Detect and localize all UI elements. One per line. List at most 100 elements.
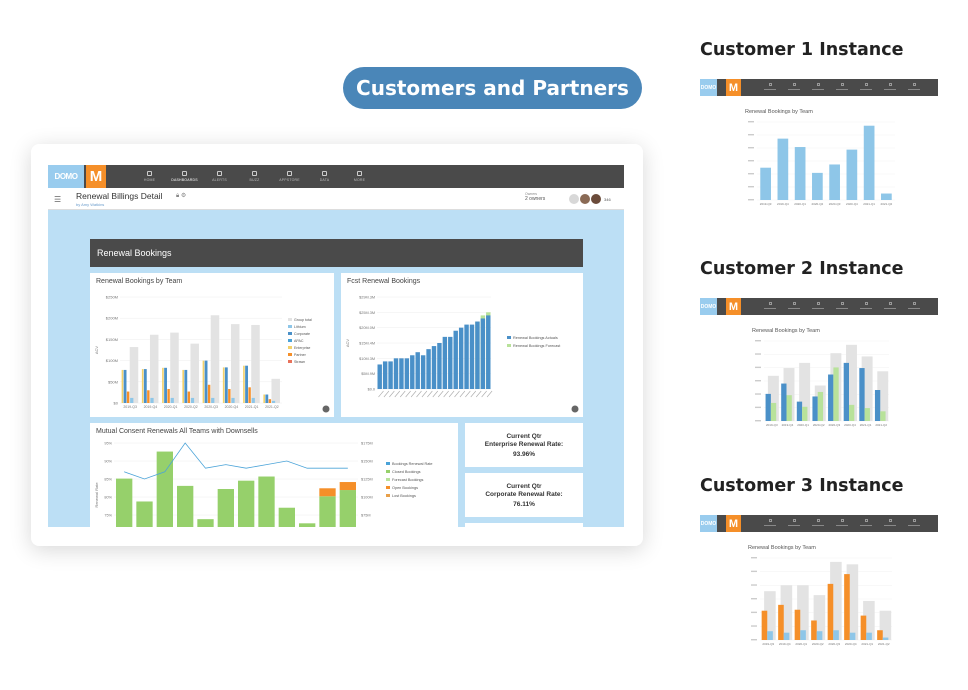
bar — [812, 396, 818, 421]
bar — [794, 147, 806, 200]
bar — [204, 360, 208, 403]
x-tick-label: 2020-Q4 — [846, 202, 858, 206]
x-tick-label: 2021-Q1 — [860, 423, 872, 427]
legend-label: Lost Bookings — [392, 494, 416, 498]
buzz-icon — [252, 171, 257, 176]
nav-buzz[interactable]: BUZZ — [237, 165, 272, 188]
bar — [786, 395, 792, 421]
m-logo[interactable]: M — [86, 165, 106, 188]
bar — [764, 591, 776, 640]
legend-swatch — [386, 494, 390, 497]
legend-swatch — [288, 325, 292, 328]
y-tick-label — [755, 380, 761, 382]
customers-partners-pill: Customers and Partners — [343, 67, 642, 109]
team-chart: $0 $50M $100M $150M $200M $250M ACV 2019-Q3 2019… — [94, 295, 330, 413]
x-tick-label — [454, 390, 460, 398]
bar — [156, 451, 173, 527]
domo-logo[interactable]: DOMO — [48, 165, 84, 188]
bar — [319, 496, 336, 527]
nav-appstore[interactable]: APPSTORE — [272, 165, 307, 188]
x-tick-label: 2020-Q1 — [795, 642, 807, 646]
y2-tick-label: $175M — [361, 442, 373, 446]
bar — [761, 610, 768, 640]
y-tick-label — [748, 186, 754, 188]
legend-label: Strawn — [294, 360, 305, 364]
m-logo: M — [726, 79, 741, 96]
x-tick-label: 2021-Q1 — [861, 642, 873, 646]
stat-line2: Enterprise Renewal Rate: — [484, 441, 564, 448]
bar — [849, 404, 855, 421]
chart-title: Renewal Bookings by Team — [748, 545, 816, 551]
x-tick-label: 2021-Q2 — [265, 405, 279, 409]
hamburger-icon[interactable]: ☰ — [54, 195, 62, 204]
bar — [162, 367, 164, 403]
bar — [210, 315, 220, 403]
home-icon — [147, 171, 152, 176]
bar — [812, 172, 823, 200]
legend-swatch — [386, 478, 390, 481]
stat-line1: Current Qtr — [506, 483, 542, 490]
nav-home[interactable]: HOME — [132, 165, 167, 188]
page-subtitle[interactable]: by Amy Watkins — [76, 202, 105, 207]
fcst-panel: Fcst Renewal Bookings $0.0 $5M.9M $10M.3M $… — [341, 273, 583, 417]
nav-alerts[interactable]: ALERTS — [202, 165, 237, 188]
instance2-chart: 2019-Q3 2019-Q4 2020-Q1 2020-Q2 2020-Q3 2020-… — [755, 340, 889, 427]
bar — [844, 574, 850, 640]
x-tick-label: 2019-Q3 — [123, 405, 137, 409]
bar — [783, 632, 790, 640]
instance-nav-bar: DOMO M — [700, 515, 938, 532]
y2-tick-label: $100M — [361, 496, 373, 500]
avatar — [580, 194, 590, 204]
bar — [866, 632, 872, 640]
nav-more[interactable]: MORE — [342, 165, 377, 188]
instance3-chart: 2019-Q3 2019-Q4 2020-Q1 2020-Q2 2020-Q3 2020-… — [751, 557, 892, 646]
corporate-rate-card[interactable]: Current Qtr Corporate Renewal Rate: 76.1… — [465, 473, 583, 517]
x-tick-label — [465, 390, 471, 398]
legend-label: Partner — [294, 353, 307, 357]
lock-icon[interactable]: 🔒︎ ⚙︎ — [176, 193, 187, 199]
y-tick-label: 75% — [104, 514, 112, 518]
bar — [251, 397, 255, 403]
nav-dashboards[interactable]: DASHBOARDS — [167, 165, 202, 188]
user-icon — [571, 405, 579, 413]
bar — [415, 352, 420, 389]
y-tick-label — [748, 134, 754, 136]
chart-title: Renewal Bookings by Team — [745, 109, 813, 115]
bar — [228, 389, 231, 403]
nav-data[interactable]: DATA — [307, 165, 342, 188]
y-tick-label — [755, 366, 761, 369]
nav-menu: HOME DASHBOARDS ALERTS BUZZ APPSTORE DAT… — [132, 165, 377, 188]
third-stat-card[interactable] — [465, 523, 583, 527]
y-tick-label: $20M.0M — [359, 326, 375, 330]
stat-value: 93.96% — [512, 451, 536, 458]
x-tick-label: 2020-Q1 — [794, 202, 806, 206]
bar — [863, 600, 875, 640]
x-tick-label: 2019-Q3 — [762, 642, 774, 646]
x-tick-label — [378, 390, 384, 398]
x-tick-label: 2019-Q4 — [779, 642, 791, 646]
bar — [258, 476, 275, 527]
avatar-group[interactable]: 346 — [569, 194, 611, 204]
bar — [783, 368, 795, 421]
nav-label: APPSTORE — [279, 178, 300, 182]
bar — [426, 349, 431, 389]
bar — [190, 397, 195, 403]
more-icon — [357, 171, 362, 176]
enterprise-rate-card[interactable]: Current Qtr Enterprise Renewal Rate: 93.… — [465, 423, 583, 467]
bar — [802, 406, 808, 421]
bar — [464, 324, 469, 389]
x-tick-label — [432, 390, 439, 398]
bar — [382, 361, 388, 389]
bar — [827, 583, 834, 640]
alerts-icon — [217, 171, 222, 176]
x-tick-label — [405, 390, 411, 398]
owners-info[interactable]: Owners 2 owners — [525, 192, 545, 202]
bar — [248, 387, 251, 403]
x-tick-label: 2020-Q1 — [164, 405, 178, 409]
y-tick-label — [751, 598, 757, 600]
bar — [770, 402, 777, 421]
instance-title: Customer 3 Instance — [700, 476, 904, 496]
bar — [881, 193, 892, 200]
legend-label: Group total — [294, 318, 312, 322]
panel-title: Renewal Bookings by Team — [96, 278, 183, 285]
